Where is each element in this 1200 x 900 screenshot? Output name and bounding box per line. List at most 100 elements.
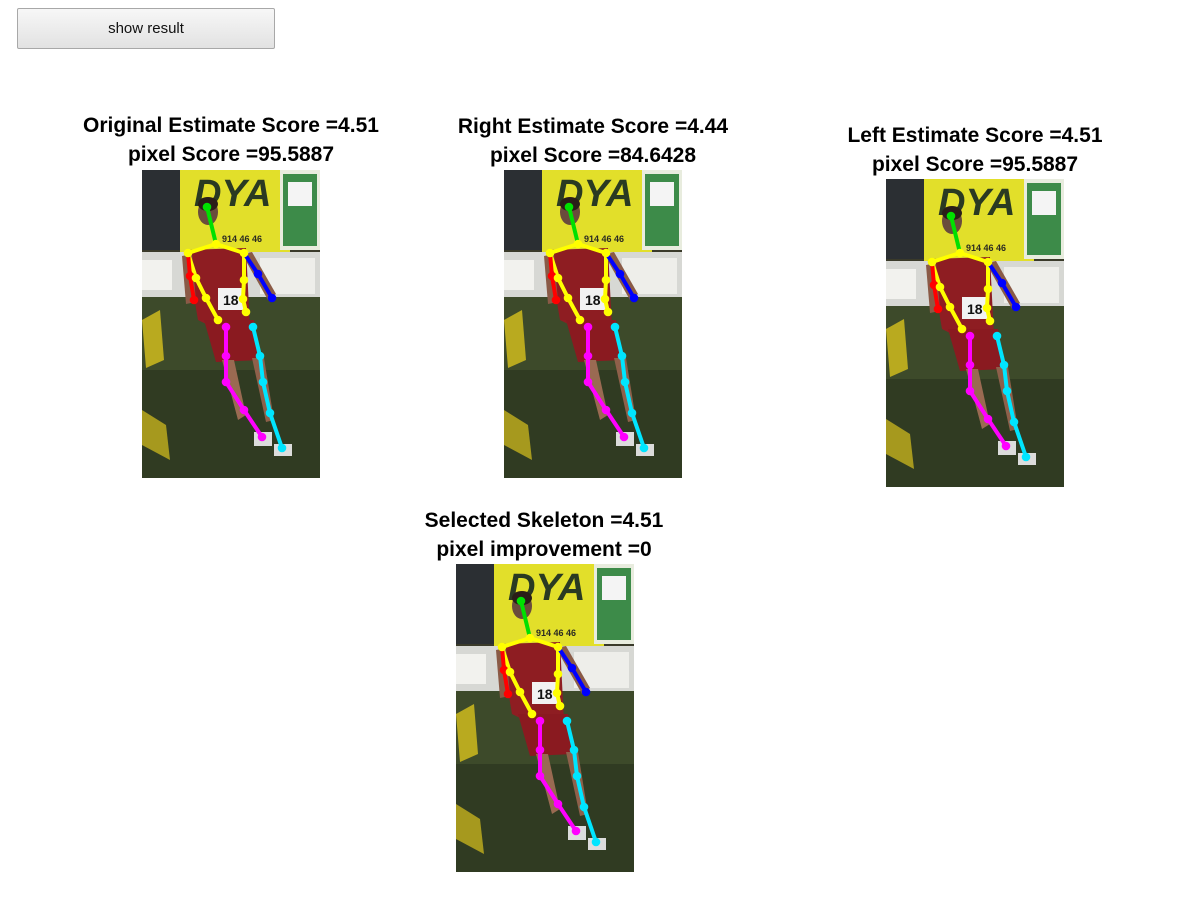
- skeleton-joint-rA2: [239, 405, 249, 415]
- skeleton-joint-lFt: [277, 443, 287, 453]
- skeleton-joint-tL1: [553, 669, 563, 679]
- skeleton-bone-rA2-rFt: [242, 408, 264, 439]
- skeleton-joint-rA1: [221, 377, 231, 387]
- skeleton-joint-rKn: [535, 745, 545, 755]
- pose-skeleton: [927, 211, 1031, 462]
- skeleton-joint-rA1: [965, 386, 975, 396]
- skeleton-bone-neck-rSh: [548, 242, 580, 255]
- skeleton-joint-lWr: [581, 687, 591, 697]
- skeleton-joint-lEl: [615, 269, 625, 279]
- skeleton-bone-lEl-lWr: [618, 272, 636, 300]
- show-result-button[interactable]: show result: [17, 8, 275, 49]
- skeleton-joint-rHip: [583, 322, 593, 332]
- skeleton-joint-lSh: [983, 257, 993, 267]
- skeleton-joint-tR3: [213, 315, 223, 325]
- ad-text: 914 46 46: [966, 243, 1006, 253]
- skeleton-bone-lHip-lKn: [565, 719, 576, 752]
- skeleton-joint-tL2: [982, 303, 992, 313]
- skeleton-bone-head-neck: [205, 205, 218, 246]
- skeleton-bone-lKn-lA1: [1002, 363, 1009, 393]
- skeleton-joint-lA2: [579, 802, 589, 812]
- skeleton-bone-lEl-lWr: [256, 272, 274, 300]
- skeleton-bone-lA2-lFt: [582, 805, 598, 844]
- selected-skeleton-image: DYA 914 46 46 18: [456, 564, 634, 872]
- skeleton-joint-lA1: [620, 377, 630, 387]
- skeleton-joint-lFt: [591, 837, 601, 847]
- skeleton-joint-rA1: [535, 771, 545, 781]
- skeleton-joint-lA1: [258, 377, 268, 387]
- right-pixel-score: pixel Score =84.6428: [489, 144, 697, 167]
- skeleton-joint-lSh: [553, 642, 563, 652]
- skeleton-joint-lKn: [569, 745, 579, 755]
- left-estimate-image: DYA 914 46 46 18: [886, 179, 1064, 487]
- skeleton-joint-head: [564, 202, 574, 212]
- skeleton-joint-lWr: [629, 293, 639, 303]
- skeleton-joint-tL1: [983, 284, 993, 294]
- skeleton-joint-rKn: [965, 360, 975, 370]
- skeleton-joint-lKn: [255, 351, 265, 361]
- right-estimate-title: Right Estimate Score =4.44 pixel Score =…: [383, 112, 803, 170]
- skeleton-bone-lHip-lKn: [613, 325, 624, 358]
- skeleton-bone-neck-rSh: [186, 242, 218, 255]
- skeleton-joint-tL3: [555, 701, 565, 711]
- bib-number: 18: [537, 686, 553, 702]
- skeleton-bone-lA1-lA2: [1005, 389, 1016, 424]
- skeleton-joint-tR3: [575, 315, 585, 325]
- skeleton-joint-rA2: [983, 414, 993, 424]
- ad-text: 914 46 46: [536, 628, 576, 638]
- pose-skeleton: [545, 202, 649, 453]
- skeleton-joint-rWr: [503, 689, 513, 699]
- skeleton-bone-neck-rSh: [500, 636, 532, 649]
- skeleton-joint-lSh: [239, 248, 249, 258]
- skeleton-joint-rKn: [583, 351, 593, 361]
- right-estimate-score: Right Estimate Score =4.44: [457, 115, 729, 138]
- left-estimate-title: Left Estimate Score =4.51 pixel Score =9…: [765, 121, 1185, 179]
- ad-text: 914 46 46: [222, 234, 262, 244]
- skeleton-bone-lA2-lFt: [1012, 420, 1028, 459]
- skeleton-bone-neck-lSh: [958, 251, 990, 264]
- skeleton-joint-rFt: [257, 432, 267, 442]
- skeleton-joint-lHip: [562, 716, 572, 726]
- skeleton-joint-rWr: [189, 295, 199, 305]
- skeleton-joint-tR2: [945, 302, 955, 312]
- skeleton-bone-neck-lSh: [214, 242, 246, 255]
- skeleton-bone-lKn-lA1: [572, 748, 579, 778]
- skeleton-joint-lA2: [627, 408, 637, 418]
- original-estimate-score: Original Estimate Score =4.51: [83, 114, 379, 137]
- skeleton-joint-rHip: [535, 716, 545, 726]
- skeleton-bone-lEl-lWr: [1000, 281, 1018, 309]
- skeleton-joint-rSh: [545, 248, 555, 258]
- skeleton-joint-rA2: [553, 799, 563, 809]
- skeleton-joint-rFt: [571, 826, 581, 836]
- skeleton-joint-lSh: [601, 248, 611, 258]
- skeleton-bone-lKn-lA1: [620, 354, 627, 384]
- skeleton-joint-lA1: [1002, 386, 1012, 396]
- skeleton-joint-tR2: [515, 687, 525, 697]
- skeleton-bone-head-neck: [519, 599, 532, 640]
- skeleton-joint-rSh: [497, 642, 507, 652]
- skeleton-joint-rKn: [221, 351, 231, 361]
- original-estimate-title: Original Estimate Score =4.51 pixel Scor…: [21, 111, 441, 169]
- skeleton-joint-tR1: [191, 273, 201, 283]
- skeleton-joint-tR3: [957, 324, 967, 334]
- skeleton-joint-tL2: [238, 294, 248, 304]
- skeleton-joint-rSh: [927, 257, 937, 267]
- selected-skeleton-score: Selected Skeleton =4.51: [424, 509, 664, 532]
- pose-skeleton: [497, 596, 601, 847]
- skeleton-joint-head: [202, 202, 212, 212]
- skeleton-bone-lA2-lFt: [630, 411, 646, 450]
- skeleton-joint-head: [946, 211, 956, 221]
- skeleton-joint-neck: [955, 248, 965, 258]
- skeleton-bone-neck-lSh: [528, 636, 560, 649]
- skeleton-joint-tL1: [601, 275, 611, 285]
- skeleton-joint-lKn: [617, 351, 627, 361]
- skeleton-joint-tR3: [527, 709, 537, 719]
- skeleton-bone-neck-rSh: [930, 251, 962, 264]
- skeleton-joint-lA2: [1009, 417, 1019, 427]
- skeleton-bone-lHip-lKn: [995, 334, 1006, 367]
- skeleton-joint-lA2: [265, 408, 275, 418]
- skeleton-joint-rHip: [221, 322, 231, 332]
